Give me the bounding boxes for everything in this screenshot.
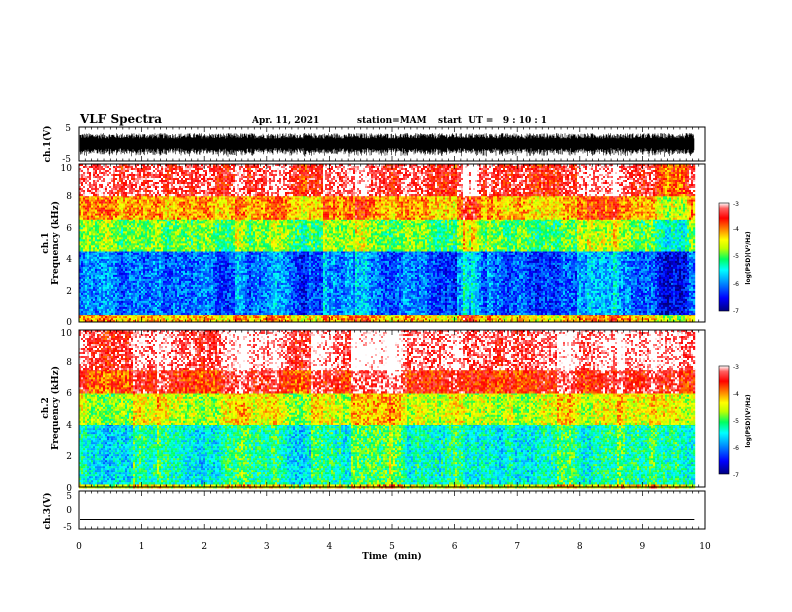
- ch1-spectrogram-panel: 0 2 4 6 8 10 ch.1 Frequency (kHz): [41, 164, 705, 328]
- ch3-waveform-ylabel: ch.3(V): [42, 493, 53, 530]
- ch2-spectrogram-band: [79, 393, 695, 425]
- ch3-ytick-mid: 0: [66, 506, 72, 516]
- start-time-label: start UT = 9 : 10 : 1: [438, 116, 547, 126]
- ch1-spectrogram-band: [79, 196, 695, 220]
- ch2-freq-tick-10: 10: [61, 329, 73, 339]
- ch1-freq-tick-2: 2: [66, 287, 72, 297]
- ch1-spectrogram-ylabel-freq: Frequency (kHz): [50, 201, 61, 285]
- ch1-ytick-top: 5: [65, 124, 71, 134]
- ch1-spectrogram-band: [79, 314, 695, 322]
- time-tick-8: 8: [577, 542, 583, 552]
- ch1-cb-tick-m5: -5: [733, 253, 739, 260]
- ch2-spectrogram-ylabel-freq: Frequency (kHz): [50, 366, 61, 450]
- time-axis-ticklabels: 0 1 2 3 4 5 6 7 8 9 10: [76, 542, 711, 552]
- ch3-waveform-panel: 5 0 -5 ch.3(V): [42, 491, 705, 533]
- ch2-cb-tick-m7: -7: [733, 472, 739, 479]
- ch1-colorbar: -3 -4 -5 -6 -7 log(PSD)(V²/Hz): [719, 201, 752, 315]
- ch1-cb-tick-m6: -6: [733, 281, 739, 288]
- ch1-freq-tick-6: 6: [66, 224, 72, 234]
- ch1-freq-tick-4: 4: [66, 255, 72, 265]
- time-tick-5: 5: [389, 542, 395, 552]
- ch1-spectrogram-band: [79, 219, 695, 251]
- ch2-colorbar-label: log(PSD)(V²/Hz): [745, 394, 752, 447]
- station-label: station=MAM: [357, 116, 427, 126]
- time-tick-6: 6: [452, 542, 458, 552]
- ch3-ytick-bottom: -5: [63, 523, 72, 533]
- ch2-cb-tick-m4: -4: [733, 391, 739, 398]
- ch1-waveform-ylabel: ch.1(V): [42, 126, 53, 163]
- ch1-freq-tick-8: 8: [66, 192, 72, 202]
- ch1-spectrogram-image: [79, 164, 695, 322]
- ch1-waveform-line: [80, 133, 694, 157]
- time-tick-7: 7: [514, 542, 520, 552]
- ch1-spectrogram-band: [79, 251, 695, 315]
- ch2-spectrogram-panel: 0 2 4 6 8 10 ch.2 Frequency (kHz): [41, 329, 705, 494]
- ch1-spectrogram-yticklabels: 0 2 4 6 8 10: [61, 164, 73, 328]
- ch2-cb-tick-m6: -6: [733, 445, 739, 452]
- time-tick-3: 3: [264, 542, 270, 552]
- time-axis-label: Time (min): [362, 551, 422, 562]
- ch2-freq-tick-6: 6: [66, 389, 72, 399]
- time-tick-9: 9: [640, 542, 646, 552]
- time-tick-0: 0: [76, 542, 82, 552]
- ch2-spectrogram-band: [79, 424, 695, 484]
- ch1-spectrogram-ylabel-channel: ch.1: [41, 232, 51, 253]
- ch1-colorbar-scale: [719, 203, 729, 311]
- ch2-freq-tick-8: 8: [66, 358, 72, 368]
- ch1-colorbar-label: log(PSD)(V²/Hz): [745, 231, 752, 284]
- ch1-spectrogram-band: [79, 164, 695, 196]
- time-tick-1: 1: [139, 542, 145, 552]
- ch1-cb-tick-m4: -4: [733, 226, 739, 233]
- ch2-spectrogram-image: [79, 330, 695, 489]
- ch1-cb-tick-m3: -3: [733, 201, 739, 208]
- ch2-colorbar: -3 -4 -5 -6 -7 log(PSD)(V²/Hz): [719, 364, 752, 479]
- ch2-colorbar-scale: [719, 366, 729, 474]
- ch1-cb-tick-m7: -7: [733, 308, 739, 315]
- ch1-waveform-trace: [80, 133, 694, 157]
- ch3-ytick-top: 5: [66, 492, 72, 502]
- ch2-spectrogram-band: [79, 330, 695, 370]
- ch2-freq-tick-2: 2: [66, 452, 72, 462]
- ch2-spectrogram-ylabel-channel: ch.2: [41, 397, 51, 418]
- ch1-freq-tick-10: 10: [61, 164, 73, 174]
- ch2-cb-tick-m5: -5: [733, 418, 739, 425]
- ch2-freq-tick-4: 4: [66, 421, 72, 431]
- time-tick-10: 10: [699, 542, 711, 552]
- ch2-spectrogram-band: [79, 369, 695, 393]
- time-tick-4: 4: [327, 542, 333, 552]
- ch2-cb-tick-m3: -3: [733, 364, 739, 371]
- ch3-waveform-frame: [79, 491, 705, 529]
- ch1-waveform-panel: 5 -5 ch.1(V): [42, 124, 705, 165]
- time-tick-2: 2: [201, 542, 207, 552]
- date-label: Apr. 11, 2021: [251, 116, 319, 126]
- ch3-waveform-ticks: [79, 491, 705, 529]
- ch2-spectrogram-yticklabels: 0 2 4 6 8 10: [61, 329, 73, 494]
- figure-title: VLF Spectra: [79, 112, 162, 126]
- ch1-freq-tick-0: 0: [66, 318, 72, 328]
